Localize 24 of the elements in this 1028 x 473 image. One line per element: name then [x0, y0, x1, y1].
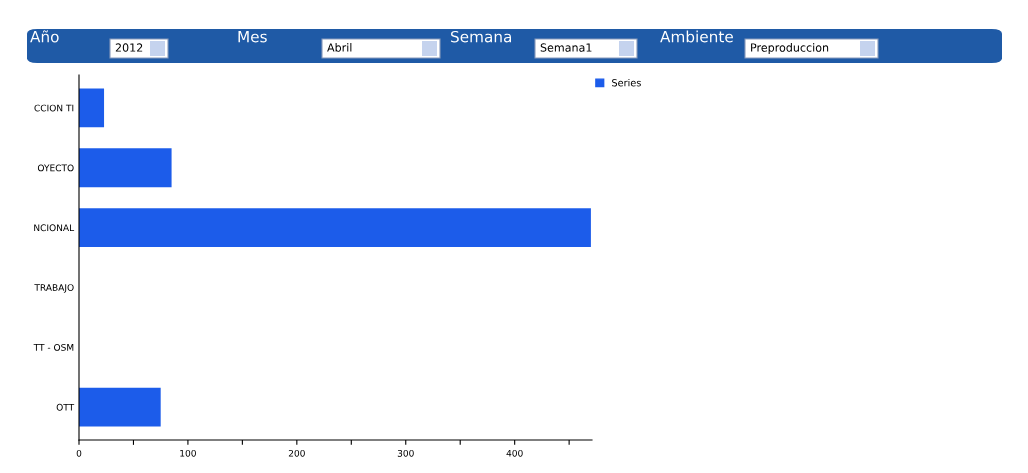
text: Mes: [238, 31, 267, 43]
x-tick-label: 100: [180, 449, 196, 457]
legend-label: Series: [612, 78, 641, 87]
bar: [79, 148, 172, 188]
x-tick-label: 300: [397, 449, 414, 457]
text: Semana1: [540, 43, 592, 52]
bar: [79, 88, 105, 128]
text: 2012: [115, 43, 143, 52]
x-tick-label: 200: [288, 449, 305, 457]
y-tick-label: NCIONAL: [34, 224, 75, 232]
y-tick-label: CCION TI: [34, 104, 74, 112]
text: Año: [30, 30, 59, 43]
text: Abril: [327, 43, 352, 52]
y-tick-label: TT - OSM: [33, 343, 74, 351]
y-tick-label: OYECTO: [37, 164, 74, 172]
text: Preproduccion: [751, 43, 829, 54]
x-tick-label: 0: [76, 449, 82, 457]
text: Semana: [451, 30, 511, 43]
x-tick-label: 400: [506, 449, 523, 457]
y-tick-label: OTT: [56, 403, 75, 411]
text: Ambiente: [660, 30, 733, 43]
y-tick-label: TRABAJO: [34, 284, 74, 293]
bar: [79, 208, 591, 248]
bar: [79, 387, 161, 427]
